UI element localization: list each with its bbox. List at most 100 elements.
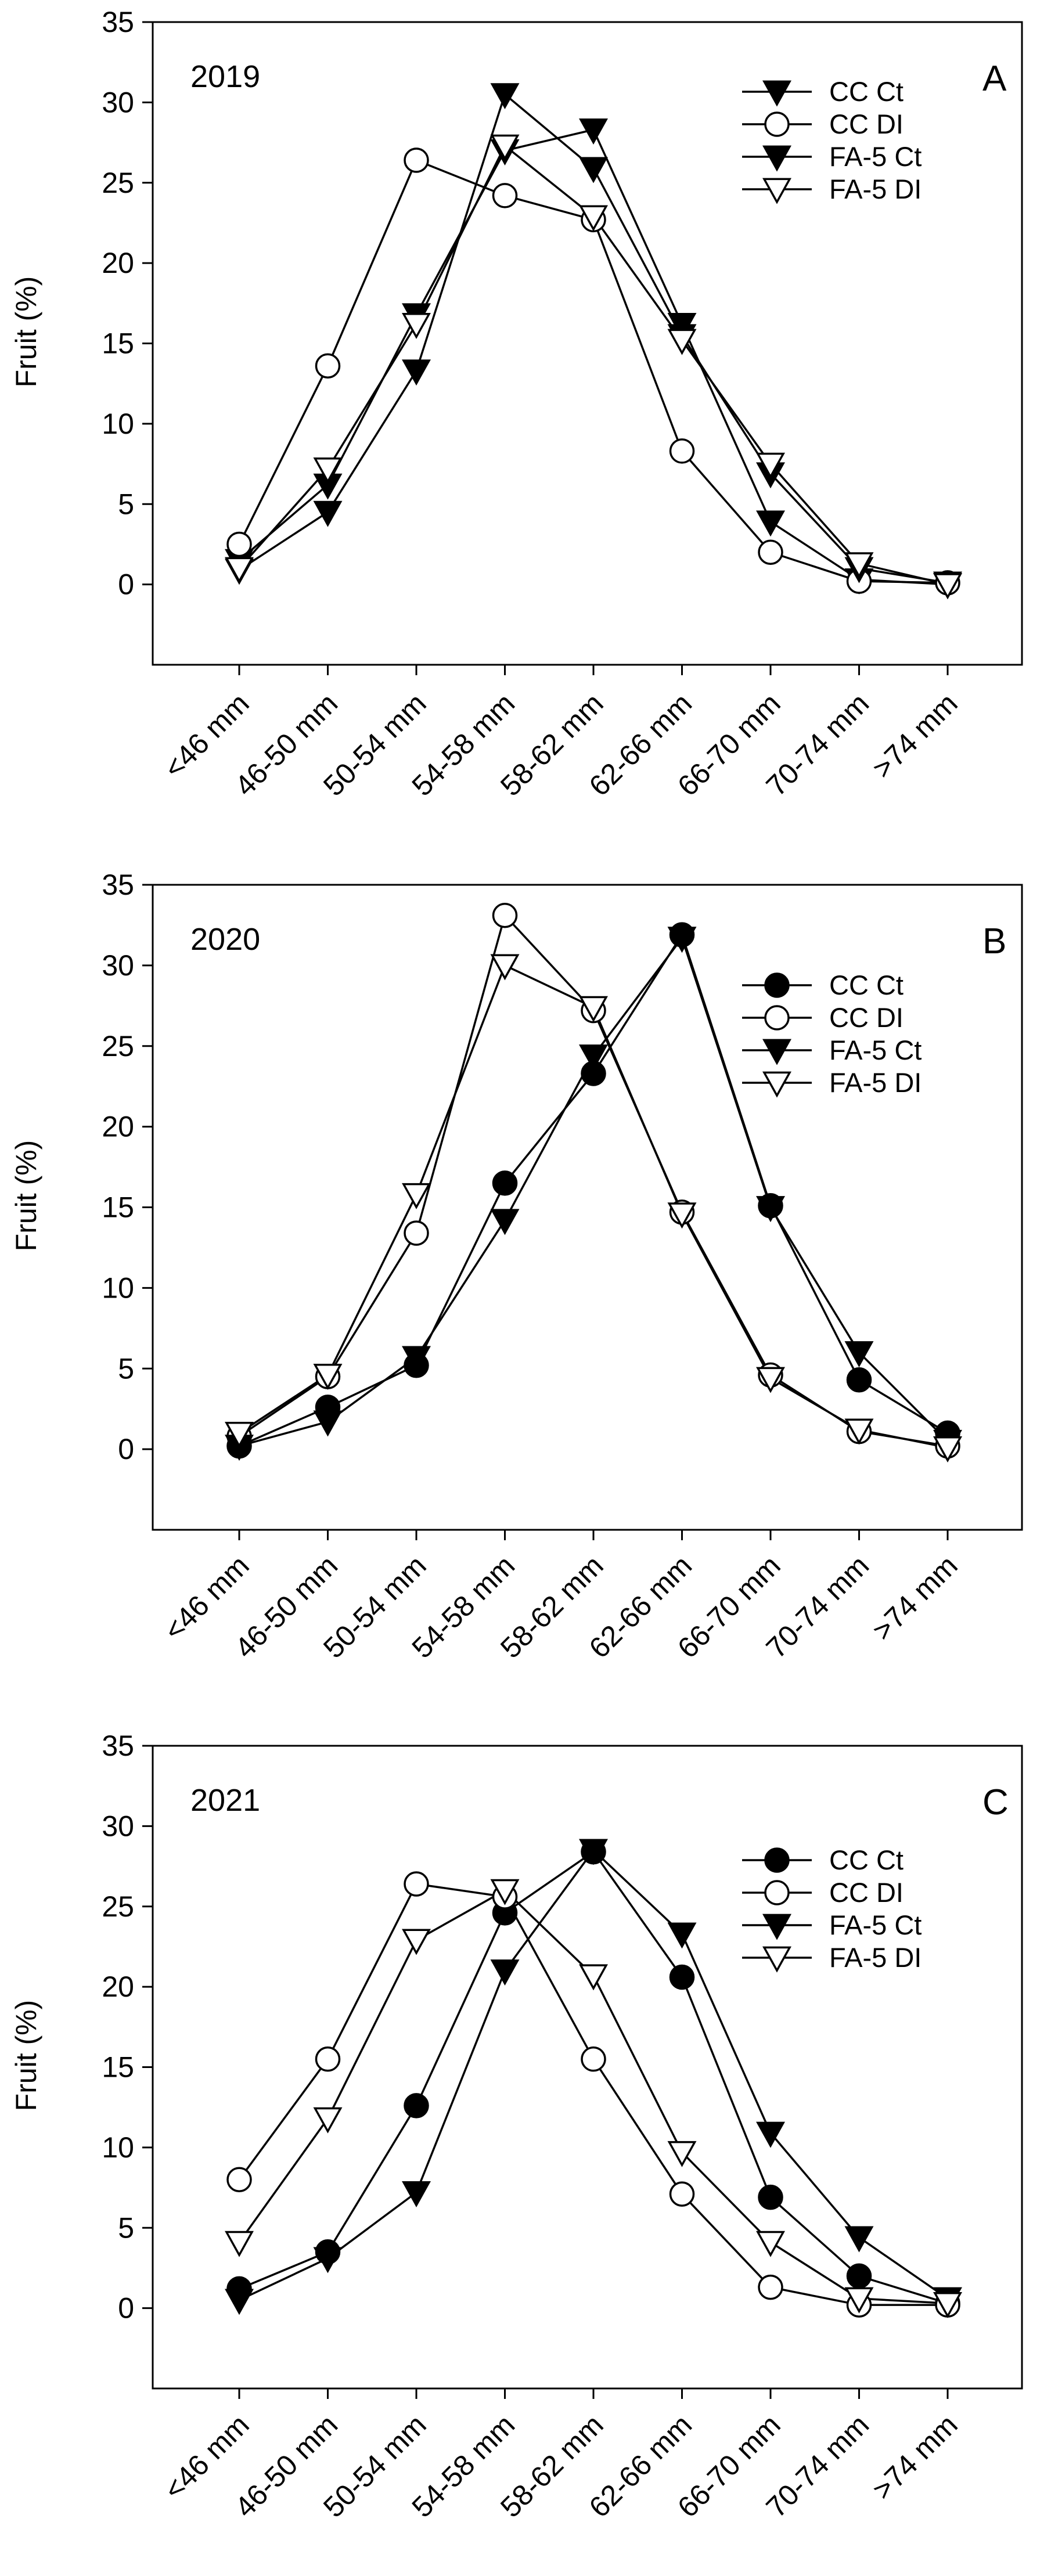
legend-label: FA-5 DI — [829, 1067, 922, 1098]
data-point — [756, 1367, 785, 1393]
legend-marker — [762, 80, 791, 107]
y-tick-label: 5 — [118, 488, 134, 520]
data-point — [402, 359, 431, 386]
legend-marker — [762, 1071, 791, 1098]
data-point — [226, 531, 252, 557]
data-point — [404, 1871, 429, 1897]
series-markers — [225, 903, 962, 1462]
data-point — [579, 118, 608, 145]
data-point — [579, 157, 608, 183]
data-point — [581, 2046, 606, 2072]
x-tick-label: >74 mm — [866, 1549, 963, 1647]
y-tick-label: 20 — [102, 1970, 134, 2003]
legend-marker — [762, 145, 791, 172]
data-point — [579, 1044, 608, 1071]
legend-marker — [764, 1880, 790, 1905]
data-point — [669, 438, 695, 464]
legend-marker — [762, 1039, 791, 1065]
y-tick-label: 0 — [118, 1433, 134, 1465]
data-point — [313, 500, 343, 527]
data-point — [669, 1964, 695, 1990]
data-point — [579, 1964, 608, 1991]
data-point — [669, 2181, 695, 2207]
y-tick-label: 15 — [102, 1191, 134, 1224]
series-markers — [225, 1839, 962, 2318]
data-point — [492, 183, 518, 208]
legend-marker — [762, 1946, 791, 1973]
data-point — [846, 2263, 872, 2289]
data-point — [402, 1346, 431, 1372]
data-point — [844, 1418, 874, 1445]
data-point — [225, 557, 254, 583]
data-point — [313, 457, 343, 484]
data-point — [490, 83, 520, 110]
y-tick-label: 25 — [102, 1030, 134, 1062]
x-tick-label: >74 mm — [866, 687, 963, 784]
data-point — [492, 903, 518, 928]
legend-label: CC DI — [829, 1877, 904, 1908]
data-point — [844, 552, 874, 579]
data-point — [225, 2231, 254, 2257]
data-point — [402, 1929, 431, 1955]
year-label: 2020 — [190, 922, 260, 957]
data-point — [579, 1839, 608, 1865]
data-point — [756, 510, 785, 537]
y-axis-label: Fruit (%) — [10, 2000, 42, 2112]
y-axis-label: Fruit (%) — [10, 276, 42, 388]
data-point — [404, 1220, 429, 1246]
data-point — [756, 1196, 785, 1223]
data-point — [667, 2141, 697, 2167]
legend-label: FA-5 DI — [829, 174, 922, 204]
y-tick-label: 10 — [102, 1271, 134, 1304]
x-tick-label: >74 mm — [866, 2408, 963, 2506]
data-point — [844, 2287, 874, 2314]
year-label: 2019 — [190, 59, 260, 94]
y-tick-label: 35 — [102, 869, 134, 901]
data-point — [404, 147, 429, 173]
data-point — [667, 1202, 697, 1229]
data-point — [225, 2289, 254, 2315]
legend-label: CC Ct — [829, 970, 904, 1000]
y-tick-label: 20 — [102, 247, 134, 279]
data-point — [313, 1410, 343, 1437]
y-tick-label: 20 — [102, 1111, 134, 1143]
data-point — [756, 2231, 785, 2257]
legend-marker — [764, 1847, 790, 1873]
panel-label: B — [982, 921, 1006, 961]
y-tick-label: 30 — [102, 1810, 134, 1842]
legend-marker — [764, 972, 790, 998]
data-point — [315, 353, 341, 379]
data-point — [313, 1364, 343, 1390]
data-point — [667, 927, 697, 953]
data-point — [846, 1367, 872, 1393]
legend-label: FA-5 Ct — [829, 1910, 922, 1940]
y-tick-label: 25 — [102, 167, 134, 199]
year-label: 2021 — [190, 1783, 260, 1818]
legend-label: CC DI — [829, 109, 904, 139]
data-point — [492, 1170, 518, 1196]
y-tick-label: 35 — [102, 6, 134, 38]
legend-label: FA-5 Ct — [829, 141, 922, 172]
y-tick-label: 5 — [118, 2211, 134, 2244]
data-point — [758, 539, 783, 565]
data-point — [402, 312, 431, 339]
data-point — [404, 2093, 429, 2119]
y-tick-label: 0 — [118, 2292, 134, 2325]
data-point — [226, 2167, 252, 2192]
data-point — [667, 1922, 697, 1949]
data-point — [313, 2107, 343, 2134]
data-point — [667, 329, 697, 355]
data-point — [402, 2181, 431, 2207]
data-point — [758, 2184, 783, 2210]
y-tick-label: 0 — [118, 568, 134, 601]
series-markers — [225, 83, 962, 600]
y-tick-label: 10 — [102, 2131, 134, 2164]
y-tick-label: 30 — [102, 86, 134, 118]
